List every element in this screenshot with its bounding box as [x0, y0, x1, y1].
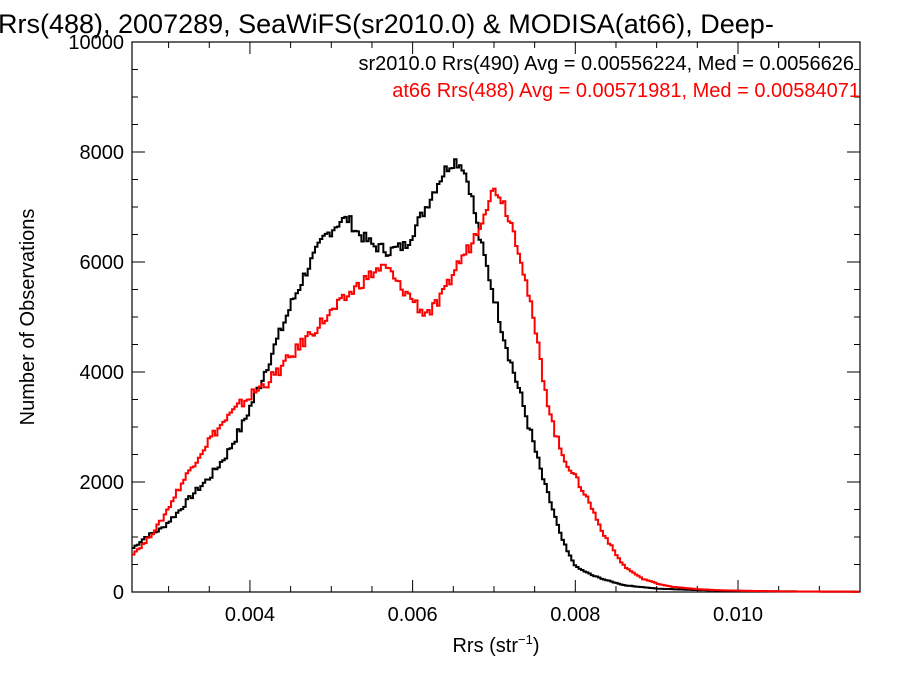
x-tick-label: 0.006	[388, 604, 438, 626]
x-axis-label: Rrs (str−1)	[452, 632, 539, 657]
y-tick-label: 0	[113, 582, 124, 604]
x-axis-label-superscript: −1	[518, 632, 533, 647]
x-axis-tick-labels: 0.004 0.006 0.008 0.010	[225, 604, 763, 626]
annotation-at66: at66 Rrs(488) Avg = 0.00571981, Med = 0.…	[392, 80, 860, 102]
x-tick-label: 0.010	[713, 604, 763, 626]
x-axis-label-main: Rrs (str	[452, 635, 518, 657]
series-layer	[132, 158, 860, 593]
plot-frame	[131, 41, 861, 593]
histogram-series-1	[132, 187, 860, 593]
y-tick-label: 6000	[80, 252, 125, 274]
y-tick-label: 4000	[80, 362, 125, 384]
y-tick-label: 8000	[80, 142, 125, 164]
histogram-series-0	[132, 158, 860, 593]
y-tick-label: 10000	[68, 32, 124, 54]
y-axis-label: Number of Observations	[17, 209, 39, 426]
x-axis-label-close: )	[533, 635, 540, 657]
y-tick-label: 2000	[80, 472, 125, 494]
annotation-sr2010: sr2010.0 Rrs(490) Avg = 0.00556224, Med …	[358, 53, 854, 75]
y-axis-tick-labels: 0 2000 4000 6000 8000 10000	[68, 32, 124, 604]
x-tick-label: 0.004	[225, 604, 275, 626]
chart-title: Rrs(488), 2007289, SeaWiFS(sr2010.0) & M…	[0, 9, 774, 39]
axis-ticks	[132, 41, 861, 593]
x-tick-label: 0.008	[550, 604, 600, 626]
